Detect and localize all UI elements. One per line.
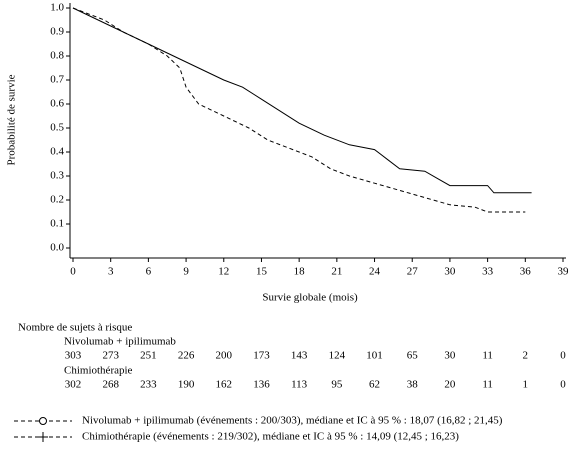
y-tick-label: 0.2 bbox=[50, 194, 64, 206]
y-tick-label: 0.9 bbox=[50, 26, 64, 38]
legend-marker bbox=[39, 417, 47, 425]
legend-label: Nivolumab + ipilimumab (événements : 200… bbox=[82, 415, 503, 427]
risk-count: 30 bbox=[444, 350, 456, 362]
x-tick-label: 15 bbox=[256, 266, 268, 278]
x-tick-label: 3 bbox=[108, 266, 114, 278]
risk-count: 124 bbox=[329, 350, 346, 362]
y-tick-label: 0.0 bbox=[50, 242, 64, 254]
x-tick-label: 33 bbox=[482, 266, 494, 278]
risk-count: 302 bbox=[65, 379, 82, 391]
x-tick-label: 24 bbox=[369, 266, 381, 278]
risk-count: 136 bbox=[253, 379, 270, 391]
risk-count: 113 bbox=[291, 379, 308, 391]
risk-count: 251 bbox=[140, 350, 157, 362]
risk-group-label: Chimiothérapie bbox=[64, 365, 133, 377]
risk-count: 226 bbox=[178, 350, 195, 362]
legend-marker bbox=[38, 432, 48, 442]
risk-table-title: Nombre de sujets à risque bbox=[18, 322, 132, 334]
risk-count: 101 bbox=[366, 350, 383, 362]
risk-count: 268 bbox=[102, 379, 119, 391]
x-tick-label: 39 bbox=[558, 266, 570, 278]
risk-count: 173 bbox=[253, 350, 270, 362]
risk-count: 2 bbox=[523, 350, 529, 362]
risk-count: 0 bbox=[560, 379, 566, 391]
x-tick-label: 21 bbox=[331, 266, 342, 278]
x-axis-title: Survie globale (mois) bbox=[262, 292, 358, 304]
survival-curve bbox=[72, 7, 532, 194]
risk-count: 1 bbox=[523, 379, 529, 391]
risk-count: 303 bbox=[65, 350, 82, 362]
risk-count: 95 bbox=[331, 379, 343, 391]
x-tick-label: 12 bbox=[218, 266, 229, 278]
y-tick-label: 0.8 bbox=[50, 50, 64, 62]
x-tick-label: 0 bbox=[70, 266, 76, 278]
risk-count: 143 bbox=[291, 350, 308, 362]
risk-count: 65 bbox=[407, 350, 419, 362]
risk-count: 62 bbox=[369, 379, 380, 391]
x-tick-label: 36 bbox=[520, 266, 532, 278]
y-tick-label: 0.1 bbox=[50, 218, 64, 230]
risk-count: 200 bbox=[216, 350, 233, 362]
y-tick-label: 1.0 bbox=[50, 2, 64, 14]
risk-count: 11 bbox=[482, 350, 493, 362]
legend-label: Chimiothérapie (événements : 219/302), m… bbox=[82, 431, 459, 443]
risk-count: 20 bbox=[444, 379, 456, 391]
y-tick-label: 0.7 bbox=[50, 74, 64, 86]
survival-curve bbox=[72, 7, 526, 213]
risk-count: 162 bbox=[216, 379, 233, 391]
y-tick-label: 0.3 bbox=[50, 170, 64, 182]
y-tick-label: 0.4 bbox=[50, 146, 64, 158]
risk-count: 233 bbox=[140, 379, 157, 391]
risk-count: 11 bbox=[482, 379, 493, 391]
x-tick-label: 18 bbox=[294, 266, 306, 278]
y-tick-label: 0.5 bbox=[50, 122, 64, 134]
risk-count: 0 bbox=[560, 350, 566, 362]
risk-count: 273 bbox=[102, 350, 119, 362]
x-tick-label: 30 bbox=[444, 266, 456, 278]
risk-count: 38 bbox=[407, 379, 419, 391]
risk-count: 190 bbox=[178, 379, 195, 391]
x-tick-label: 27 bbox=[407, 266, 419, 278]
risk-group-label: Nivolumab + ipilimumab bbox=[64, 336, 176, 348]
x-tick-label: 9 bbox=[183, 266, 189, 278]
y-axis-title: Probabilité de survie bbox=[6, 74, 18, 165]
x-tick-label: 6 bbox=[146, 266, 152, 278]
y-tick-label: 0.6 bbox=[50, 98, 64, 110]
